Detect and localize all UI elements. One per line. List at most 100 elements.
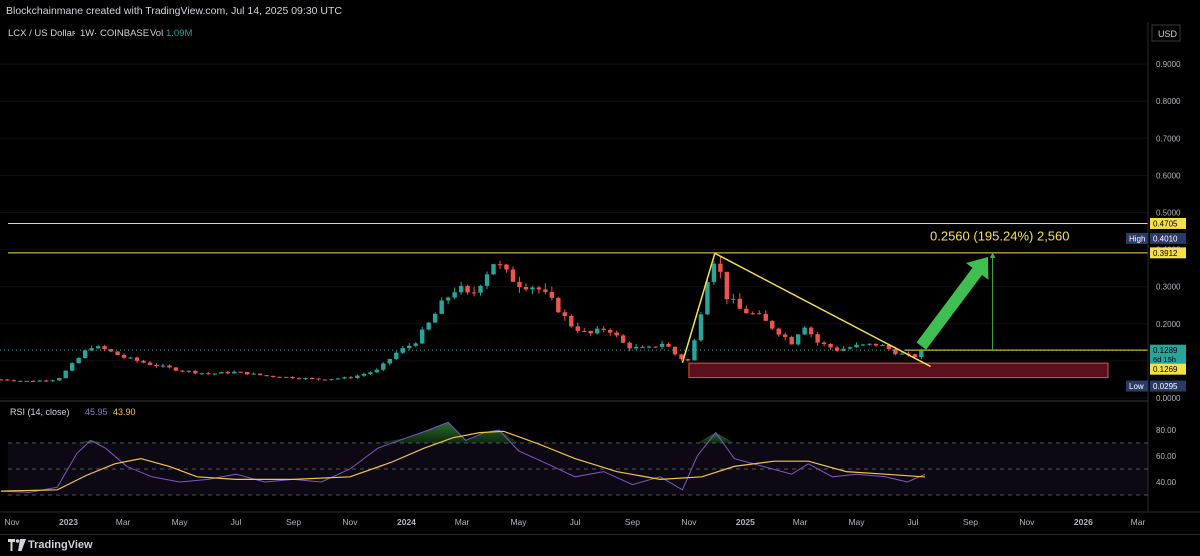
support-zone-layer — [688, 362, 1109, 379]
price-tag[interactable] — [1150, 247, 1186, 259]
rsi-pane: RSI (14, close) 45.95 43.90 80.00 60.00 40… — [0, 407, 1177, 496]
candle-body — [808, 327, 814, 335]
price-tag-value: 0.1269 — [1153, 365, 1178, 374]
candle-body — [886, 344, 892, 350]
candle-body — [186, 370, 192, 372]
price-tick-label: 0.5000 — [1156, 209, 1181, 218]
candle-body — [659, 343, 665, 347]
candle-body — [724, 271, 730, 300]
price-tag[interactable] — [1150, 363, 1186, 375]
candle-body — [718, 263, 723, 272]
candle-body — [562, 312, 568, 316]
vol-label: Vol — [150, 28, 163, 39]
price-tick-label: 0.6000 — [1156, 171, 1181, 180]
time-tick-label: Sep — [625, 517, 640, 527]
candle-body — [173, 367, 179, 371]
time-tick-label: Mar — [116, 517, 131, 527]
candle-body — [458, 285, 464, 293]
candle-body — [128, 357, 133, 359]
candle-body — [607, 329, 613, 333]
time-axis[interactable]: Nov 2023 Mar May Jul Sep Nov 2024 Mar May Jul Sep No… — [4, 517, 1145, 527]
candle-body — [491, 264, 496, 275]
price-tag-prefix — [1126, 232, 1148, 244]
price-tick-label: 0.3000 — [1156, 283, 1181, 292]
candle-body — [31, 380, 36, 382]
candle-body — [569, 315, 574, 327]
currency-box[interactable] — [1151, 24, 1181, 42]
candles-layer — [0, 255, 924, 382]
price-axis[interactable]: USD 0.90000.80000.70000.60000.50000.4000… — [1126, 22, 1200, 512]
candle-body — [251, 373, 256, 375]
symbol-interval[interactable]: 1W — [80, 28, 94, 39]
rsi-layer — [0, 421, 1148, 496]
trendline[interactable] — [681, 253, 716, 363]
price-tick-label: 0.8000 — [1156, 97, 1181, 106]
tradingview-logo-icon[interactable] — [8, 539, 26, 551]
measurement-label: 0.2560 (195.24%) 2,560 — [930, 228, 1070, 243]
currency-label: USD — [1158, 29, 1178, 39]
candle-body — [374, 369, 380, 373]
candle-body — [575, 326, 580, 331]
candle-body — [400, 348, 405, 353]
time-tick-label: Mar — [455, 517, 470, 527]
candle-body — [549, 291, 555, 298]
time-tick-label: 2025 — [736, 517, 755, 527]
candle-body — [912, 354, 918, 358]
price-tag[interactable] — [1150, 344, 1186, 365]
candle-body — [556, 297, 561, 313]
rsi-line[interactable] — [0, 421, 926, 493]
candle-body — [180, 370, 185, 372]
candle-body — [303, 377, 308, 379]
candle-body — [484, 274, 490, 286]
time-tick-label: Nov — [342, 517, 358, 527]
symbol-exchange[interactable]: COINBASE — [100, 28, 149, 39]
support-zone[interactable] — [688, 362, 1109, 379]
price-chart[interactable]: 0.2560 (195.24%) 2,560 LCX / US Dollar ·… — [0, 22, 1200, 534]
candle-body — [672, 346, 678, 355]
candle-body — [705, 282, 710, 315]
candle-body — [640, 346, 645, 348]
price-tag[interactable] — [1150, 217, 1186, 229]
candle-body — [5, 379, 10, 381]
candle-body — [102, 346, 107, 350]
candle-body — [543, 289, 548, 292]
price-tag-value: 0.4010 — [1153, 234, 1178, 243]
candle-body — [24, 380, 30, 382]
candle-body — [154, 364, 159, 367]
candle-body — [134, 357, 140, 361]
candle-body — [44, 380, 49, 382]
candle-body — [685, 359, 691, 361]
candle-body — [452, 292, 457, 298]
candle-body — [828, 344, 833, 348]
candle-body — [854, 344, 859, 348]
candle-body — [802, 327, 807, 335]
rsi-tick-label: 60.00 — [1156, 452, 1177, 461]
time-tick-label: Jul — [908, 517, 919, 527]
candle-body — [348, 377, 354, 379]
candle-body — [582, 330, 587, 332]
rsi-overbought-fill — [76, 440, 106, 443]
candle-body — [439, 300, 444, 314]
candle-body — [37, 380, 42, 382]
grid-main — [0, 63, 1148, 399]
target-arrow-icon[interactable] — [916, 257, 989, 350]
candle-body — [257, 373, 263, 376]
candle-body — [919, 350, 924, 358]
price-tag[interactable] — [1150, 380, 1186, 392]
candle-body — [744, 308, 749, 314]
candle-body — [225, 372, 230, 374]
time-tick-label: 2026 — [1074, 517, 1093, 527]
candle-body — [335, 378, 341, 380]
candle-body — [115, 351, 120, 356]
time-tick-label: Jul — [570, 517, 581, 527]
candle-body — [322, 379, 328, 381]
candle-body — [18, 380, 23, 382]
candle-body — [536, 287, 542, 290]
price-tag[interactable] — [1150, 232, 1186, 244]
candle-body — [478, 285, 483, 293]
symbol-pair[interactable]: LCX / US Dollar — [8, 28, 75, 39]
rsi-ma-line[interactable] — [0, 430, 926, 492]
time-tick-label: Nov — [1019, 517, 1035, 527]
rsi-value: 45.95 — [85, 407, 108, 417]
trendline[interactable] — [714, 252, 931, 368]
